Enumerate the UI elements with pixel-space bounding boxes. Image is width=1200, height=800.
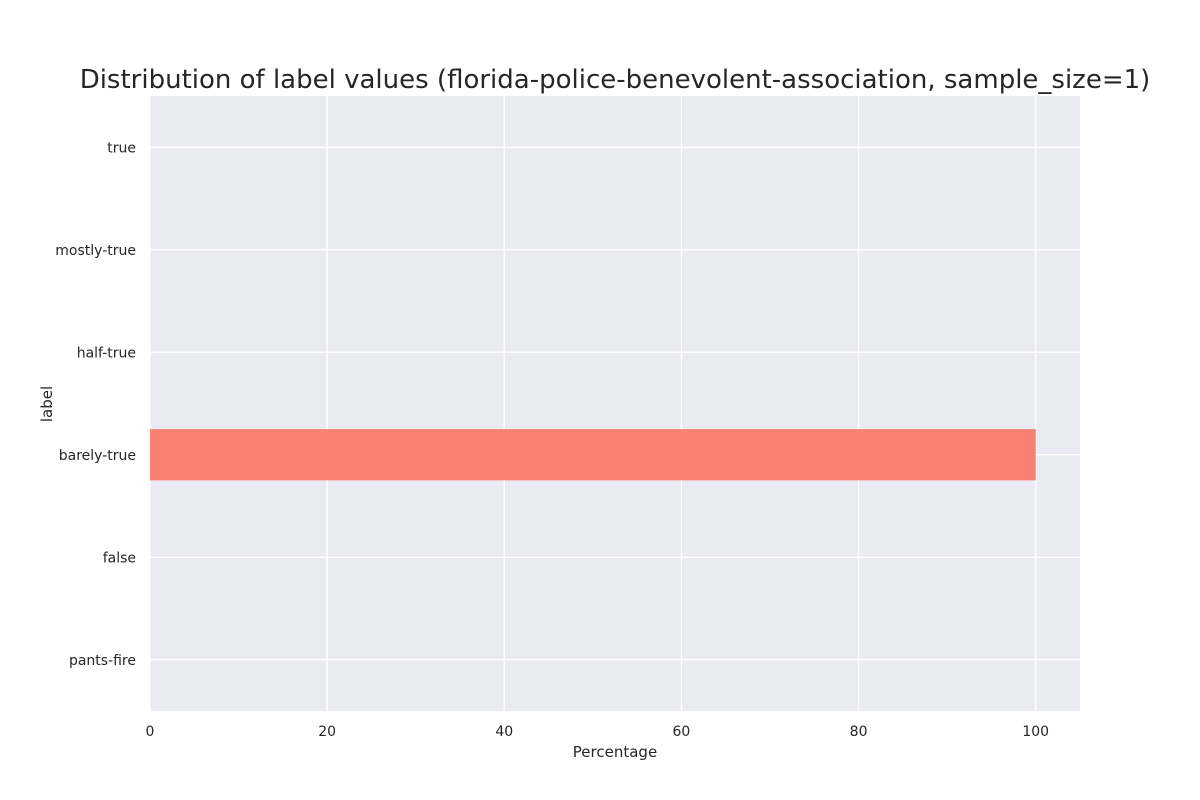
x-tick-labels: 0 20 40 60 80 100 (146, 724, 1050, 740)
x-tick-label: 20 (318, 724, 336, 740)
x-tick-label: 80 (850, 724, 868, 740)
chart-title: Distribution of label values (florida-po… (80, 65, 1151, 95)
y-tick-label: half-true (77, 345, 136, 361)
x-tick-label: 60 (673, 724, 691, 740)
x-tick-label: 100 (1022, 724, 1049, 740)
y-axis-label: label (38, 386, 56, 422)
x-tick-label: 0 (146, 724, 155, 740)
y-tick-label: mostly-true (55, 243, 136, 259)
bars (150, 429, 1036, 481)
bar-barely-true (150, 429, 1036, 481)
x-tick-label: 40 (495, 724, 513, 740)
y-tick-label: false (103, 550, 136, 566)
x-axis-label: Percentage (573, 743, 657, 761)
y-tick-label: pants-fire (69, 653, 136, 669)
y-tick-labels: true mostly-true half-true barely-true false… (55, 140, 136, 669)
y-tick-label: true (107, 140, 136, 156)
plot-area (150, 96, 1080, 711)
y-tick-label: barely-true (59, 448, 136, 464)
